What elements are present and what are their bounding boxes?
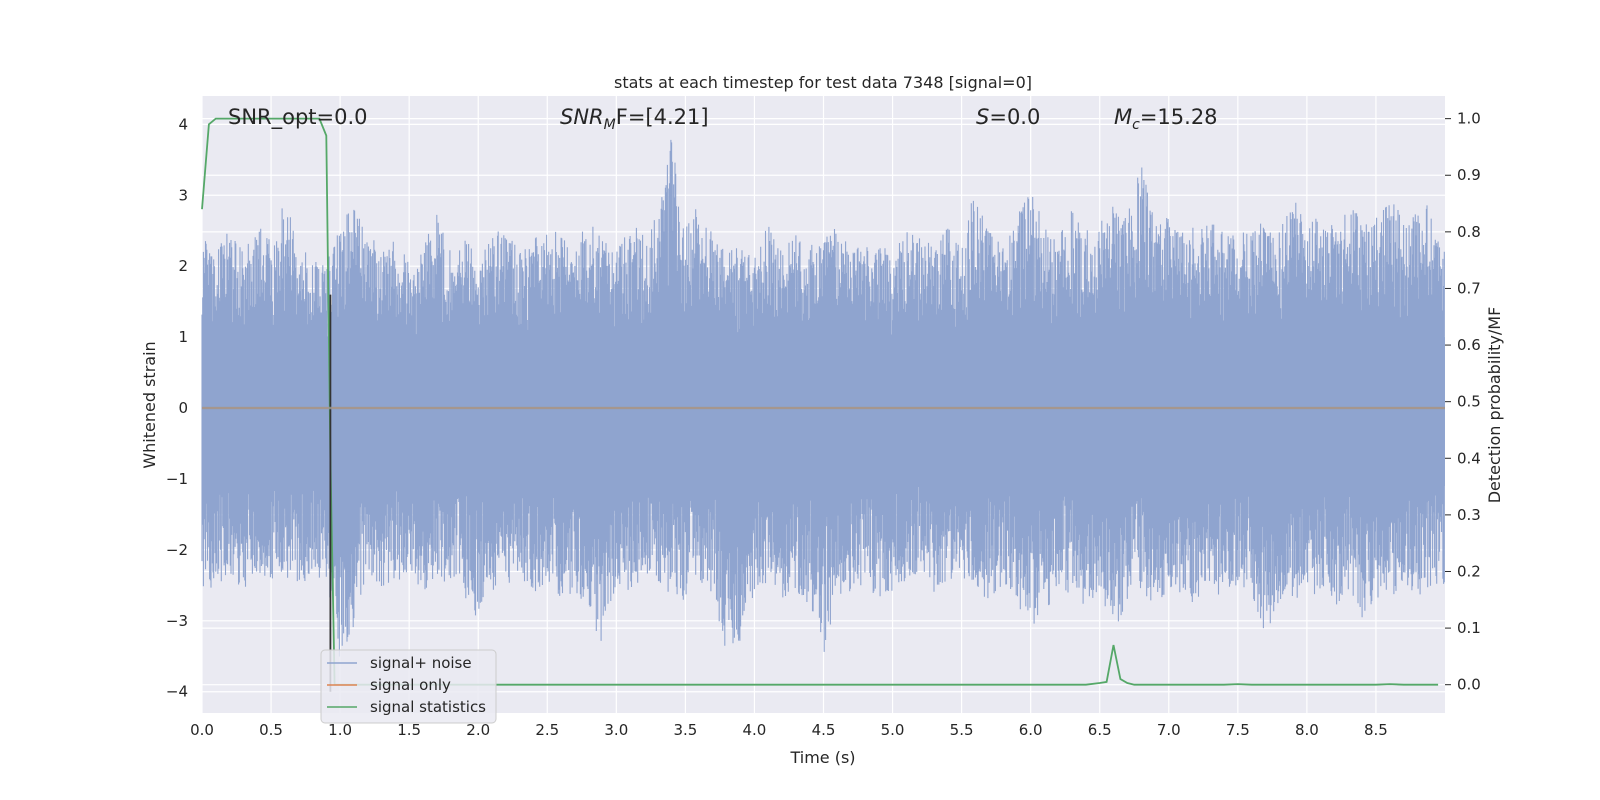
y-left-tick-label: 3 xyxy=(178,186,188,204)
annotation-s-rest: =0.0 xyxy=(989,105,1040,129)
x-tick-label: 2.5 xyxy=(535,721,559,739)
y-right-tick-label: 0.7 xyxy=(1457,279,1481,297)
y-right-tick-label: 0.3 xyxy=(1457,506,1481,524)
annotation-mc: Mc=15.28 xyxy=(1114,105,1218,133)
y-left-tick-label: −4 xyxy=(166,683,188,701)
y-right-tick-label: 0.9 xyxy=(1457,166,1481,184)
annotation-snr-mf-sub: M xyxy=(604,117,616,133)
series-lines xyxy=(201,117,1445,692)
legend-box xyxy=(320,649,497,724)
x-tick-label: 1.5 xyxy=(397,721,421,739)
x-tick-label: 8.0 xyxy=(1295,721,1319,739)
y-left-tick-label: 2 xyxy=(178,257,188,275)
y-axis-left-label: Whitened strain xyxy=(140,341,159,468)
y-right-tick-label: 1.0 xyxy=(1457,110,1481,128)
x-tick-label: 4.0 xyxy=(743,721,767,739)
y-left-tick-label: 1 xyxy=(178,328,188,346)
x-tick-label: 1.0 xyxy=(328,721,352,739)
annotation-mc-rest: =15.28 xyxy=(1140,105,1218,129)
legend-label-signal-statistics: signal statistics xyxy=(370,698,486,716)
x-tick-label: 7.5 xyxy=(1226,721,1250,739)
x-tick-label: 0.0 xyxy=(190,721,214,739)
y-right-tick-label: 0.6 xyxy=(1457,336,1481,354)
x-tick-label: 8.5 xyxy=(1364,721,1388,739)
x-tick-label: 0.5 xyxy=(259,721,283,739)
chart-title: stats at each timestep for test data 734… xyxy=(614,73,1032,92)
y-right-tick-label: 0.2 xyxy=(1457,562,1481,580)
x-tick-label: 4.5 xyxy=(812,721,836,739)
y-right-tick-label: 0.5 xyxy=(1457,393,1481,411)
x-tick-label: 3.5 xyxy=(673,721,697,739)
x-tick-label: 5.5 xyxy=(950,721,974,739)
x-tick-label: 5.0 xyxy=(881,721,905,739)
y-left-tick-label: −3 xyxy=(166,612,188,630)
x-axis-label: Time (s) xyxy=(789,748,855,767)
legend-label-signal-noise: signal+ noise xyxy=(370,654,472,672)
annotation-snr-opt: SNR_opt=0.0 xyxy=(228,105,368,130)
annotation-mc-sub: c xyxy=(1132,117,1140,133)
noise-strokes xyxy=(201,139,1445,657)
x-tick-label: 6.0 xyxy=(1019,721,1043,739)
x-tick-label: 3.0 xyxy=(604,721,628,739)
legend-label-signal-only: signal only xyxy=(370,676,451,694)
x-tick-label: 7.0 xyxy=(1157,721,1181,739)
y-left-tick-label: 4 xyxy=(178,115,188,133)
y-axis-right-label: Detection probability/MF xyxy=(1485,307,1504,504)
annotation-snr-mf-rest: F=[4.21] xyxy=(616,105,709,129)
y-left-tick-label: −1 xyxy=(166,470,188,488)
y-right-tick-label: 0.1 xyxy=(1457,619,1481,637)
annotation-snr-mf-base: SNR xyxy=(560,105,604,129)
y-right-tick-label: 0.8 xyxy=(1457,223,1481,241)
y-axis-left-ticks: 4 3 2 1 0 −1 −2 −3 −4 xyxy=(166,115,188,700)
y-right-tick-label: 0.4 xyxy=(1457,449,1481,467)
y-axis-right-ticks: 1.0 0.9 0.8 0.7 0.6 0.5 0.4 0.3 0.2 0.1 0.0 xyxy=(1445,110,1481,694)
annotation-s: S=0.0 xyxy=(976,105,1040,129)
annotation-snr-mf: SNRMF=[4.21] xyxy=(560,105,709,133)
x-axis-ticks: 0.0 0.5 1.0 1.5 2.0 2.5 3.0 3.5 4.0 4.5 5.0 5.5 6.0 6… xyxy=(190,721,1388,739)
annotation-s-base: S xyxy=(976,105,989,129)
series-line-signal-statistics xyxy=(201,117,1439,686)
x-tick-label: 6.5 xyxy=(1088,721,1112,739)
y-right-tick-label: 0.0 xyxy=(1457,676,1481,694)
y-left-tick-label: −2 xyxy=(166,541,188,559)
y-left-tick-label: 0 xyxy=(178,399,188,417)
annotation-mc-base: M xyxy=(1114,105,1132,129)
x-tick-label: 2.0 xyxy=(466,721,490,739)
series-signal-noise xyxy=(201,139,1445,657)
legend: signal+ noise signal only signal statist… xyxy=(320,649,497,724)
